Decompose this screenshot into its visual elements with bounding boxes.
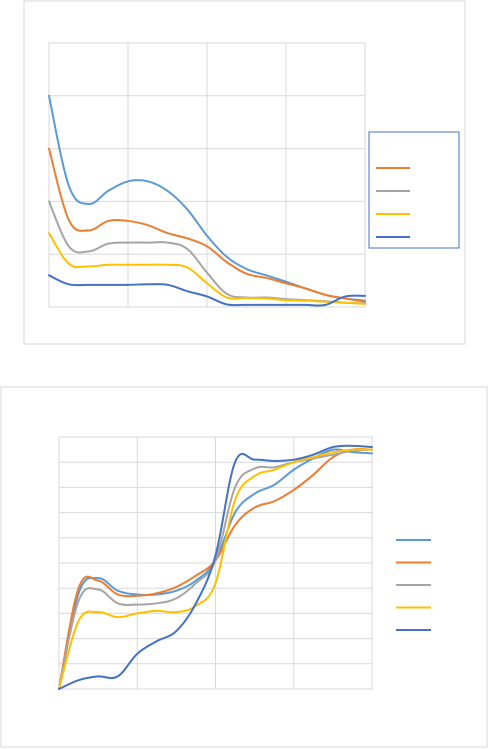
series-line-4 bbox=[58, 448, 373, 690]
series-line-5 bbox=[48, 274, 366, 307]
chart-1-series bbox=[48, 94, 366, 307]
chart-1-legend bbox=[376, 167, 410, 238]
chart-1-plot-area bbox=[48, 42, 366, 308]
chart-2-legend bbox=[396, 539, 431, 631]
series-line-3 bbox=[58, 448, 373, 690]
chart-2-frame bbox=[0, 386, 488, 748]
chart-2-series bbox=[58, 444, 373, 690]
series-line-4 bbox=[48, 232, 366, 305]
chart-1 bbox=[23, 0, 466, 345]
chart-1-gridlines bbox=[49, 43, 365, 307]
chart-2 bbox=[0, 386, 488, 748]
series-line-5 bbox=[58, 444, 373, 690]
series-line-2 bbox=[48, 147, 366, 303]
chart-2-plot-area bbox=[58, 436, 373, 690]
